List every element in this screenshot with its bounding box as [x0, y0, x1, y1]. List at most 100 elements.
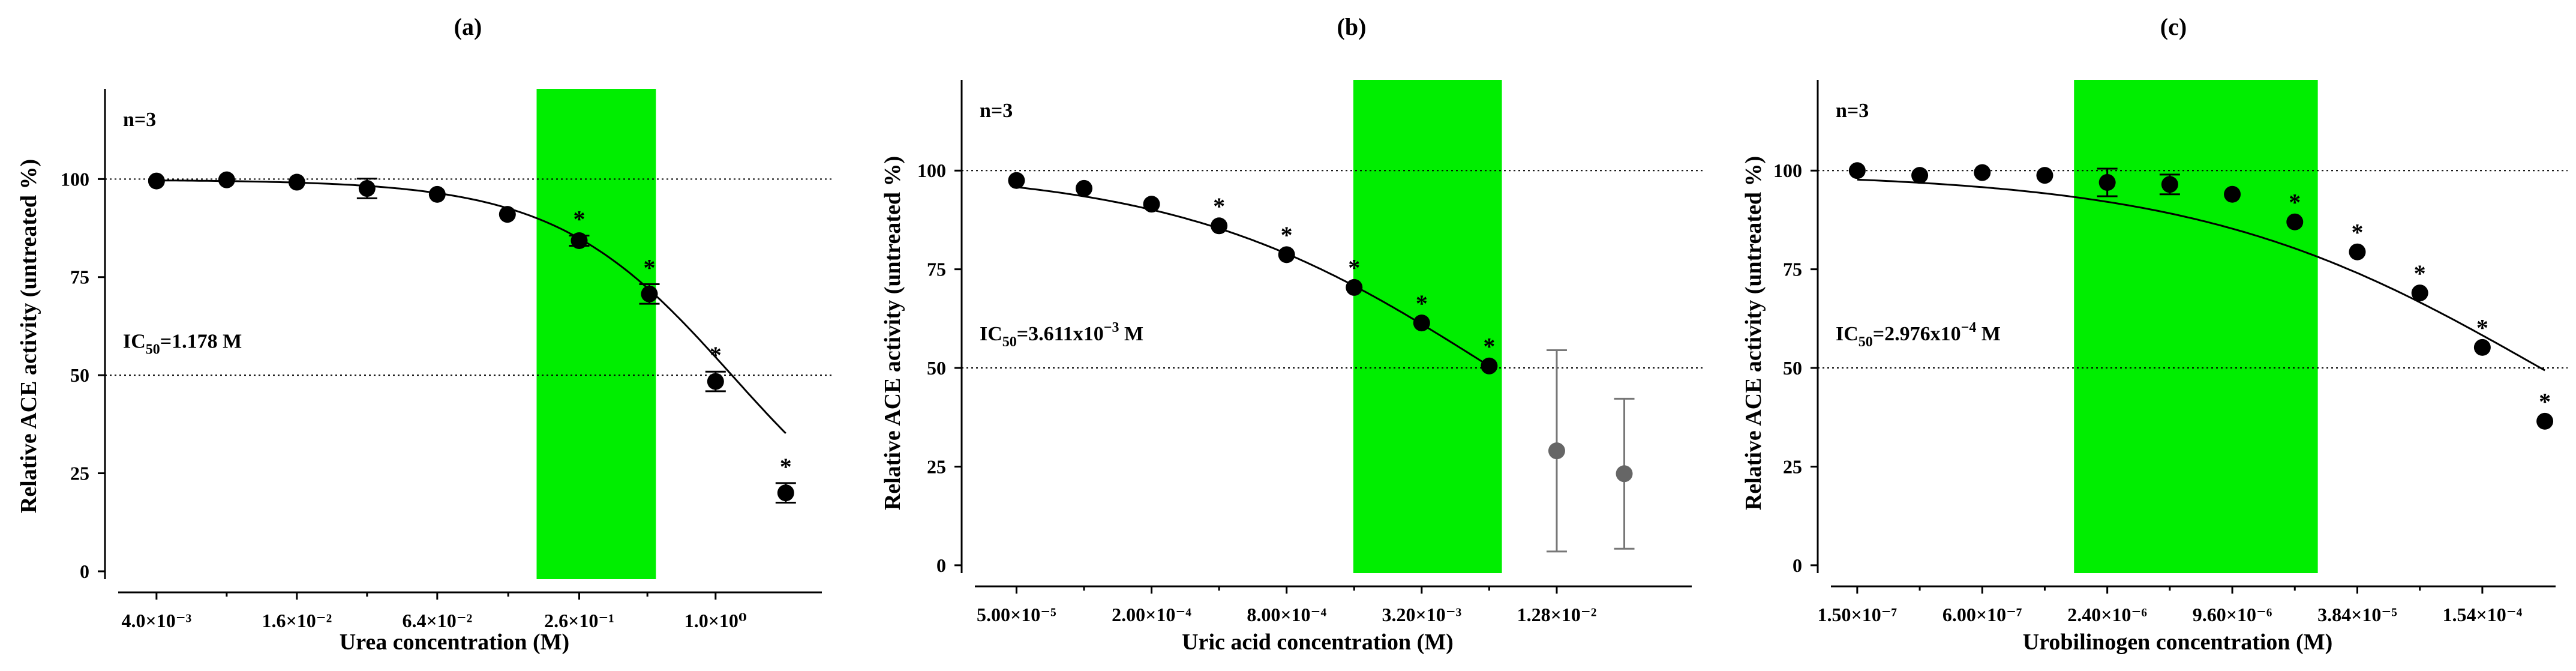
fit-curve	[1857, 178, 2545, 372]
x-tick-label: 8.00×10⁻⁴	[1247, 604, 1326, 625]
significance-star: *	[1416, 290, 1428, 317]
significance-star: *	[2414, 260, 2426, 287]
data-point	[1974, 164, 1991, 181]
data-point	[2473, 339, 2491, 356]
ic50-annotation: IC50=1.178 M	[123, 330, 242, 357]
x-tick-label: 5.00×10⁻⁵	[977, 604, 1056, 625]
y-axis-label: Relative ACE activity (untreated %)	[16, 159, 41, 513]
x-tick-label: 2.6×10⁻¹	[544, 610, 614, 631]
data-point	[218, 171, 235, 188]
data-point	[2349, 243, 2366, 260]
x-tick-label: 1.6×10⁻²	[262, 610, 332, 631]
data-point	[358, 180, 376, 197]
y-tick-label: 50	[927, 357, 946, 379]
x-tick-label: 1.28×10⁻²	[1517, 604, 1597, 625]
y-tick-label: 0	[80, 561, 89, 582]
highlight-band	[536, 89, 656, 579]
panel-a: 0 25 50 75 100 4.0×10⁻³ 1.6×10⁻² 6.4×10⁻² 2.6×10…	[16, 13, 834, 655]
ic50-annotation: IC50=3.611x10−3 M	[980, 320, 1143, 350]
highlight-band	[2074, 80, 2318, 573]
data-point	[2036, 167, 2053, 184]
data-point	[1075, 179, 1092, 197]
y-tick-label: 75	[1783, 259, 1802, 280]
significance-star: *	[574, 205, 586, 232]
x-tick-label: 1.0×10⁰	[684, 610, 747, 631]
data-point	[1346, 278, 1363, 296]
data-point	[1911, 167, 1929, 184]
ic50-exponent: −4	[1961, 320, 1977, 336]
x-tick-label: 1.50×10⁻⁷	[1817, 604, 1897, 625]
data-point	[288, 173, 305, 191]
data-point	[148, 172, 165, 190]
y-tick-label: 0	[1793, 555, 1802, 576]
n-annotation: n=3	[980, 100, 1013, 122]
y-axis-label: Relative ACE activity (untreated %)	[880, 156, 905, 510]
y-tick-label: 100	[1773, 160, 1802, 181]
x-axis-label: Urobilinogen concentration (M)	[2023, 630, 2332, 655]
x-tick-label: 9.60×10⁻⁶	[2193, 604, 2272, 625]
data-point	[428, 185, 446, 203]
fit-curve	[156, 179, 786, 435]
y-tick-label: 50	[70, 364, 89, 386]
y-tick-label: 75	[70, 266, 89, 288]
fit-curve	[1016, 186, 1490, 367]
panel-b: 0 25 50 75 100 5.00×10⁻⁵ 2.00×10⁻⁴ 8.00×10⁻⁴ 3.2…	[880, 13, 1704, 655]
data-point	[2411, 284, 2428, 302]
y-tick-label: 25	[927, 456, 946, 477]
data-point	[1413, 314, 1430, 332]
x-tick-label: 1.54×10⁻⁴	[2443, 604, 2523, 625]
y-tick-label: 100	[61, 168, 89, 190]
data-point	[499, 206, 516, 223]
ic50-exponent: −3	[1104, 320, 1119, 336]
x-axis-label: Urea concentration (M)	[340, 630, 569, 655]
significance-star: *	[1348, 254, 1360, 281]
ic50-unit: M	[1119, 323, 1143, 345]
data-point	[1143, 196, 1160, 213]
x-tick-label: 6.00×10⁻⁷	[1942, 604, 2022, 625]
data-point	[2224, 185, 2241, 203]
data-point	[1848, 162, 1866, 179]
data-point	[2286, 213, 2304, 230]
significance-star: *	[780, 453, 792, 480]
significance-star: *	[710, 342, 722, 369]
data-point	[1278, 246, 1295, 263]
significance-star: *	[1483, 332, 1495, 360]
panel-label: (c)	[2160, 13, 2187, 40]
y-tick-label: 50	[1783, 357, 1802, 379]
panel-label: (b)	[1337, 13, 1367, 40]
significance-star: *	[2539, 388, 2551, 415]
ic50-value: =3.611x10	[1017, 323, 1104, 345]
n-annotation: n=3	[123, 109, 156, 131]
ic50-prefix: IC	[1836, 323, 1859, 345]
ic50-prefix: IC	[980, 323, 1002, 345]
x-tick-label: 2.40×10⁻⁶	[2067, 604, 2147, 625]
data-point	[1008, 172, 1025, 189]
ic50-value: =1.178 M	[160, 330, 242, 352]
data-point	[1481, 357, 1498, 375]
significance-star: *	[1213, 193, 1225, 220]
data-point	[1211, 217, 1228, 235]
significance-star: *	[2476, 314, 2488, 342]
x-tick-label: 3.20×10⁻³	[1382, 604, 1461, 625]
ic50-unit: M	[1976, 323, 2001, 345]
significance-star: *	[643, 254, 655, 281]
data-point	[571, 232, 588, 249]
y-tick-label: 25	[70, 463, 89, 484]
y-axis-label: Relative ACE activity (untreated %)	[1741, 156, 1766, 510]
x-axis-label: Uric acid concentration (M)	[1182, 630, 1454, 655]
significance-star: *	[2289, 188, 2301, 215]
ic50-value: =2.976x10	[1873, 323, 1961, 345]
data-point	[777, 484, 794, 502]
y-tick-label: 100	[917, 160, 946, 181]
y-tick-label: 75	[927, 259, 946, 280]
data-point	[1548, 442, 1565, 460]
panel-c: 0 25 50 75 100 1.50×10⁻⁷ 6.00×10⁻⁷ 2.40×10⁻⁶ 9.6…	[1741, 13, 2568, 655]
ic50-subscript: 50	[1002, 334, 1017, 350]
x-tick-label: 6.4×10⁻²	[402, 610, 472, 631]
ic50-annotation: IC50=2.976x10−4 M	[1836, 320, 2001, 350]
ic50-subscript: 50	[146, 342, 160, 357]
data-point	[1616, 465, 1633, 483]
data-point	[641, 285, 658, 302]
